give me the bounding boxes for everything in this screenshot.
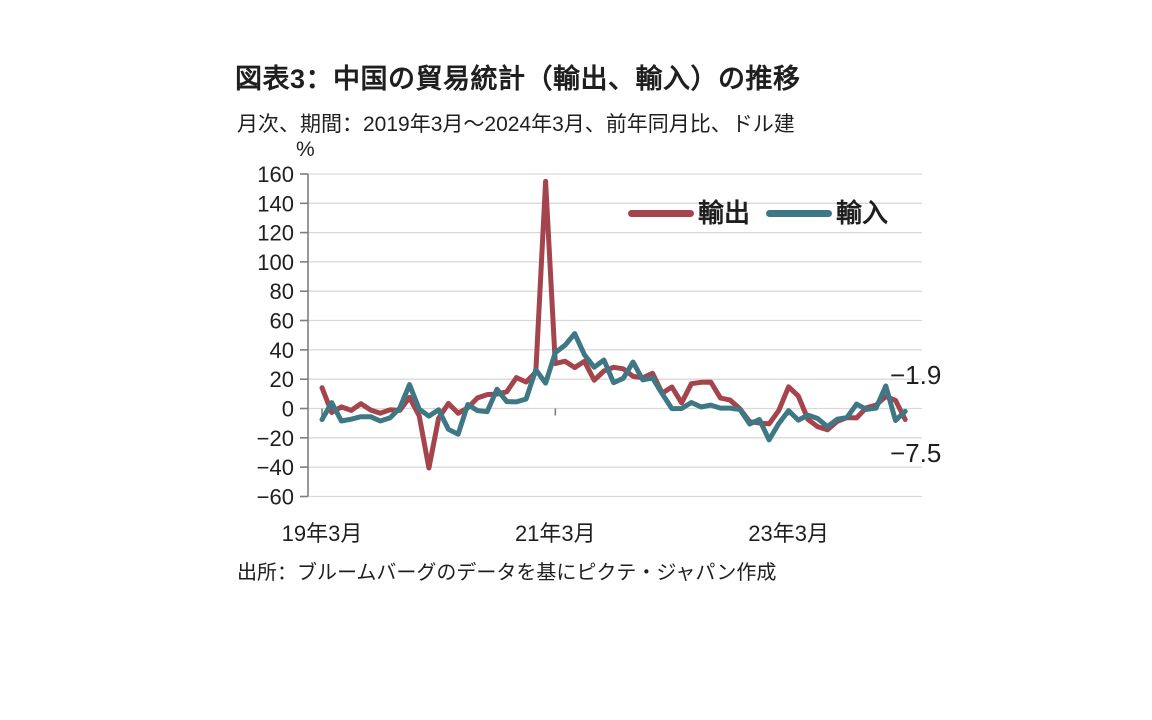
- y-tick-label: 100: [257, 250, 294, 275]
- y-tick-label: −60: [257, 485, 294, 510]
- y-tick-label: 20: [270, 367, 294, 392]
- figure-title: 図表3：中国の貿易統計（輸出、輸入）の推移: [235, 64, 801, 94]
- legend-label-exports: 輸出: [698, 198, 751, 228]
- y-tick-label: −20: [257, 426, 294, 451]
- x-tick-label: 21年3月: [515, 521, 596, 546]
- y-tick-label: 140: [257, 191, 294, 216]
- y-axis-unit-label: %: [296, 138, 315, 161]
- y-tick-label: −40: [257, 455, 294, 480]
- imports-line-swatch: [766, 209, 833, 217]
- y-tick-label: 40: [270, 338, 294, 363]
- exports-line: [319, 178, 908, 471]
- end-value-label-imports: −1.9: [890, 360, 942, 390]
- x-tick-label: 23年3月: [748, 521, 829, 546]
- figure-subtitle: 月次、期間：2019年3月～2024年3月、前年同月比、ドル建: [237, 113, 795, 136]
- y-tick-label: 0: [282, 397, 294, 422]
- x-tick-label: 19年3月: [282, 521, 363, 546]
- legend-label-imports: 輸入: [836, 198, 889, 228]
- y-tick-label: 160: [257, 162, 294, 187]
- chart-legend: 輸出 輸入: [628, 199, 888, 227]
- y-tick-label: 120: [257, 221, 294, 246]
- legend-item-exports: 輸出: [628, 199, 750, 227]
- exports-line-swatch: [628, 209, 694, 217]
- imports-line: [319, 331, 908, 443]
- end-value-label-exports: −7.5: [890, 438, 942, 468]
- y-tick-label: 80: [270, 279, 294, 304]
- legend-item-imports: 輸入: [766, 199, 888, 227]
- y-tick-label: 60: [270, 309, 294, 334]
- figure-source: 出所：ブルームバーグのデータを基にピクテ・ジャパン作成: [237, 562, 777, 584]
